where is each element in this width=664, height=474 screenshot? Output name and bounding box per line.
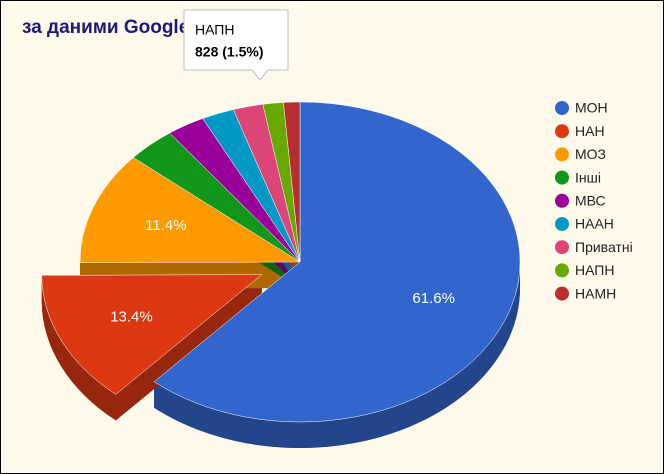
legend-label: НАПН — [575, 262, 614, 278]
legend-label: НАН — [575, 123, 605, 139]
tooltip-box — [183, 9, 289, 71]
legend: МОН НАН МОЗ Інші МВС НААН Приватні НАПН НАМН — [555, 100, 633, 301]
slice-label: 11.4% — [145, 217, 186, 234]
slice — [153, 101, 521, 423]
legend-swatch — [555, 286, 569, 301]
legend-label: НАМН — [575, 285, 616, 301]
slice-wall — [115, 274, 262, 421]
tooltip-pointer-cover — [253, 68, 267, 71]
legend-swatch — [555, 147, 569, 162]
slice — [283, 101, 301, 263]
legend-label: МВС — [575, 193, 606, 209]
legend-label: МОЗ — [575, 146, 606, 162]
legend-swatch — [555, 101, 569, 115]
legend-swatch — [555, 193, 569, 208]
slice — [41, 274, 263, 395]
legend-swatch — [555, 263, 569, 278]
slice — [79, 157, 301, 264]
tooltip: НАПН 828 (1.5%) — [183, 9, 289, 81]
slice-side — [154, 262, 520, 448]
legend-swatch — [555, 124, 569, 139]
legend-label: Приватні — [575, 239, 633, 255]
legend-swatch — [555, 240, 569, 255]
legend-label: НААН — [575, 216, 614, 232]
tooltip-label: НАПН — [195, 22, 234, 38]
slice-side — [41, 275, 116, 421]
slice-label: 61.6% — [412, 290, 455, 307]
legend-swatch — [555, 217, 569, 231]
slice-label: 13.4% — [110, 308, 153, 325]
tooltip-value: 828 (1.5%) — [195, 44, 263, 60]
pie: 61.6% 13.4% 11.4% — [41, 101, 521, 448]
legend-swatch — [555, 170, 569, 185]
legend-label: Інші — [575, 169, 601, 185]
legend-label: МОН — [575, 100, 608, 116]
